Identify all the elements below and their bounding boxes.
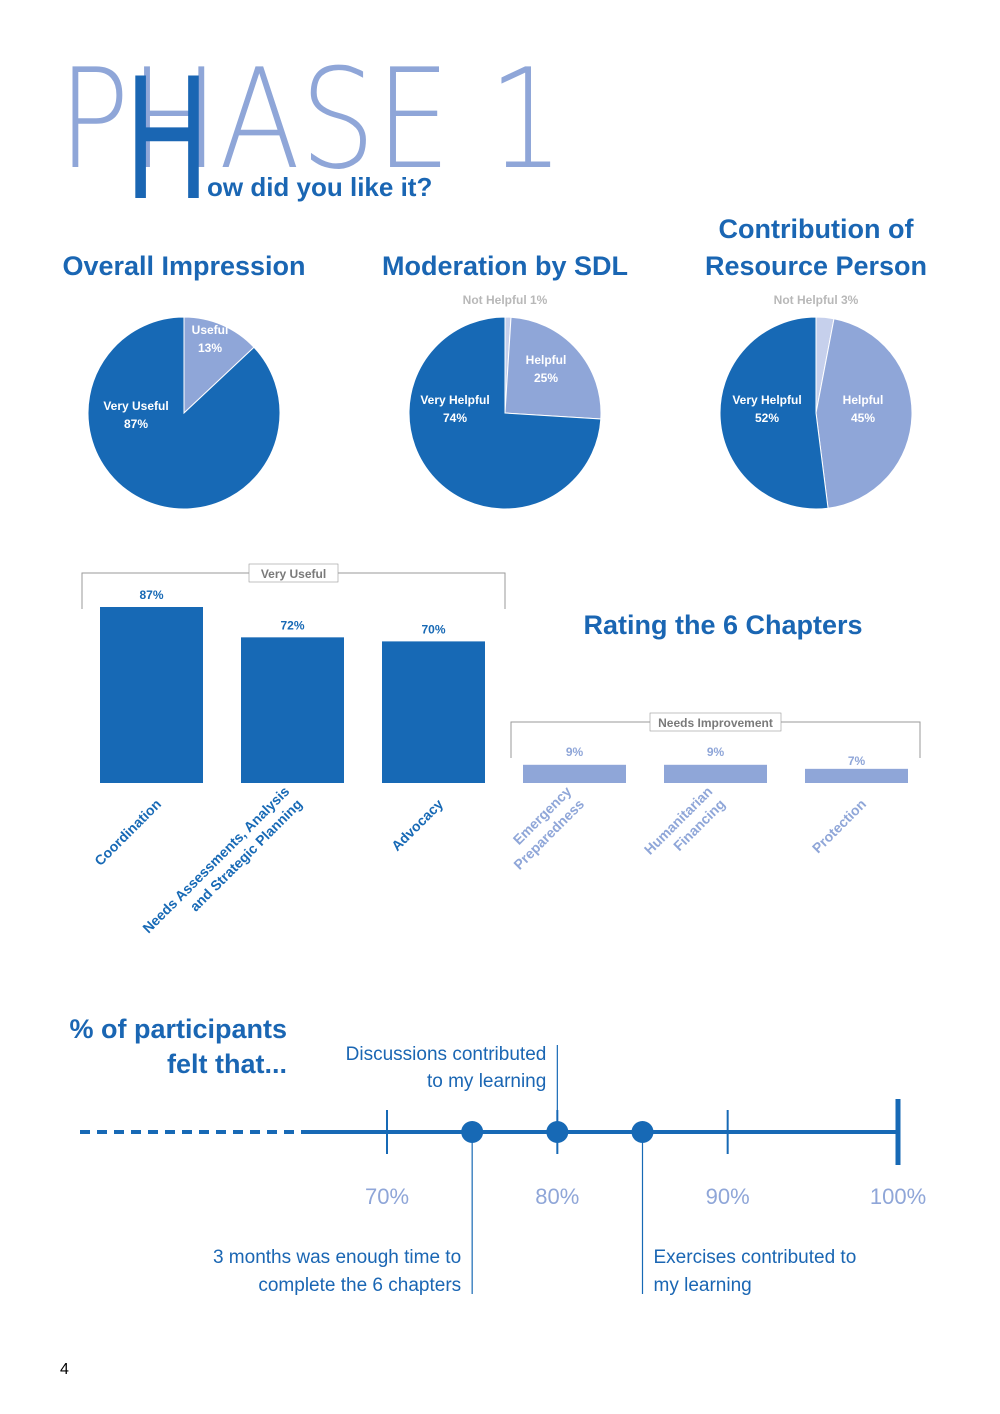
pie-slice — [408, 316, 602, 510]
pie-charts: Overall Impression Useful 13% Very Useful 87… — [62, 214, 927, 510]
bar-group: Needs Improvement 9% EmergencyPreparedness… — [510, 712, 921, 873]
pie-slice-label: Not Helpful 3% — [774, 293, 859, 307]
phase-title: PHASE 1 — [58, 39, 564, 200]
bar-category-line: Protection — [809, 796, 869, 856]
timeline-annotation: 3 months was enough time to — [213, 1247, 461, 1268]
pie-slice-value: 87% — [124, 417, 148, 431]
pie-title: Resource Person — [705, 251, 927, 281]
participants-timeline: % of participants felt that... 70% 80% 90% 10… — [69, 1014, 926, 1296]
pie-title: Moderation by SDL — [382, 251, 628, 281]
bar-category-line: and Strategic Planning — [187, 796, 306, 915]
pie-slice-label: Helpful — [843, 393, 884, 407]
timeline-annotation: Exercises contributed to — [654, 1247, 857, 1268]
pie-title: Contribution of — [719, 214, 915, 244]
bar-category-line: Advocacy — [388, 796, 446, 854]
pie-slice — [87, 316, 281, 510]
bar-value-label: 7% — [848, 754, 866, 768]
bar-value-label: 70% — [421, 622, 445, 636]
pie-slice-value: 45% — [851, 411, 875, 425]
pie-slice-label: Useful — [192, 323, 229, 337]
timeline-annotation: complete the 6 chapters — [258, 1275, 461, 1296]
timeline-point — [631, 1121, 654, 1143]
group-label: Needs Improvement — [658, 716, 773, 730]
big-h-letter: H — [126, 37, 208, 236]
bar-category-label: Protection — [809, 796, 869, 856]
timeline-tick-label: 80% — [535, 1184, 579, 1209]
timeline-point — [461, 1121, 484, 1143]
bar-group: Very Useful 87% Coordination 72% Needs Asses… — [81, 563, 506, 936]
pie-slice-label: Very Helpful — [732, 393, 801, 407]
bar — [382, 641, 485, 783]
bar-chart-title: Rating the 6 Chapters — [583, 610, 862, 640]
group-bracket — [81, 572, 506, 609]
pie-slice-label: Very Useful — [103, 399, 168, 413]
pie-slice-label: Not Helpful 1% — [463, 293, 548, 307]
pie-slice-label: Very Helpful — [420, 393, 489, 407]
timeline-point — [546, 1121, 569, 1143]
bar — [664, 764, 767, 783]
bar — [100, 607, 203, 783]
pie-chart-2: Moderation by SDL Not Helpful 1% Helpful 25… — [382, 251, 628, 510]
timeline-tick-label: 100% — [870, 1184, 926, 1209]
pie-chart-3: Contribution of Resource Person Not Helpfu… — [705, 214, 927, 510]
bar-value-label: 9% — [707, 745, 725, 759]
pie-slice-value: 74% — [443, 411, 467, 425]
timeline-title: felt that... — [167, 1049, 287, 1079]
subtitle: ow did you like it? — [207, 172, 432, 202]
bar — [523, 764, 626, 783]
pie-slice — [504, 316, 602, 420]
page-number: 4 — [60, 1361, 69, 1378]
group-label-box — [248, 563, 339, 583]
timeline-annotation: Discussions contributed — [346, 1044, 547, 1065]
pie-slice-value: 25% — [534, 371, 558, 385]
pie-chart-1: Overall Impression Useful 13% Very Useful 87… — [62, 251, 306, 510]
pie-slice — [183, 316, 255, 415]
group-bracket — [510, 721, 921, 758]
bar-category-label: Advocacy — [388, 796, 446, 854]
group-label: Very Useful — [261, 567, 326, 581]
bar-category-label: Coordination — [91, 796, 164, 869]
bar — [241, 637, 344, 783]
group-label-box — [649, 712, 782, 732]
bar — [805, 768, 908, 783]
timeline-annotation: to my learning — [427, 1071, 546, 1092]
pie-slice — [719, 316, 829, 510]
timeline-tick-label: 70% — [365, 1184, 409, 1209]
bar-value-label: 9% — [566, 745, 584, 759]
pie-slice-value: 52% — [755, 411, 779, 425]
timeline-tick-label: 90% — [706, 1184, 750, 1209]
pie-slice — [815, 318, 913, 509]
bar-value-label: 72% — [280, 618, 304, 632]
chapters-bar-chart: Rating the 6 Chapters Very Useful 87% Coord… — [81, 563, 921, 936]
bar-value-label: 87% — [139, 588, 163, 602]
pie-title: Overall Impression — [62, 251, 305, 281]
timeline-annotation: my learning — [654, 1275, 752, 1296]
bar-category-line: Coordination — [91, 796, 164, 869]
timeline-title: % of participants — [69, 1014, 287, 1044]
pie-slice-label: Helpful — [526, 353, 567, 367]
pie-slice-value: 13% — [198, 341, 222, 355]
